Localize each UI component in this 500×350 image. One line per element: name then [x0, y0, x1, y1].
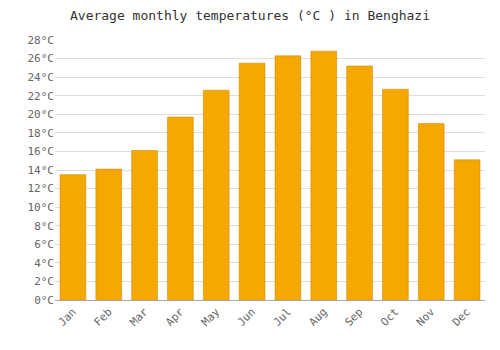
svg-text:Aug: Aug: [307, 306, 330, 329]
svg-text:4°C: 4°C: [34, 257, 54, 270]
svg-text:12°C: 12°C: [28, 182, 55, 195]
svg-text:Average monthly temperatures (: Average monthly temperatures (°C ) in Be…: [70, 8, 430, 23]
svg-text:8°C: 8°C: [34, 220, 54, 233]
svg-text:6°C: 6°C: [34, 238, 54, 251]
svg-text:26°C: 26°C: [28, 52, 55, 65]
svg-text:18°C: 18°C: [28, 127, 55, 140]
svg-text:Dec: Dec: [450, 306, 473, 329]
svg-text:Nov: Nov: [414, 305, 438, 329]
svg-text:Jul: Jul: [271, 306, 294, 329]
svg-text:28°C: 28°C: [28, 34, 55, 47]
svg-text:Mar: Mar: [127, 305, 151, 329]
svg-text:10°C: 10°C: [28, 201, 55, 214]
svg-text:20°C: 20°C: [28, 108, 55, 121]
svg-text:Oct: Oct: [378, 306, 401, 329]
svg-text:Jun: Jun: [235, 306, 258, 329]
svg-text:Jan: Jan: [56, 306, 79, 329]
svg-text:16°C: 16°C: [28, 145, 55, 158]
svg-text:2°C: 2°C: [34, 275, 54, 288]
svg-text:14°C: 14°C: [28, 164, 55, 177]
svg-text:24°C: 24°C: [28, 71, 55, 84]
svg-text:Feb: Feb: [92, 306, 115, 329]
svg-text:Apr: Apr: [163, 305, 187, 329]
svg-text:May: May: [199, 305, 223, 329]
svg-text:22°C: 22°C: [28, 90, 55, 103]
svg-text:0°C: 0°C: [34, 294, 54, 307]
svg-text:Sep: Sep: [342, 306, 365, 329]
